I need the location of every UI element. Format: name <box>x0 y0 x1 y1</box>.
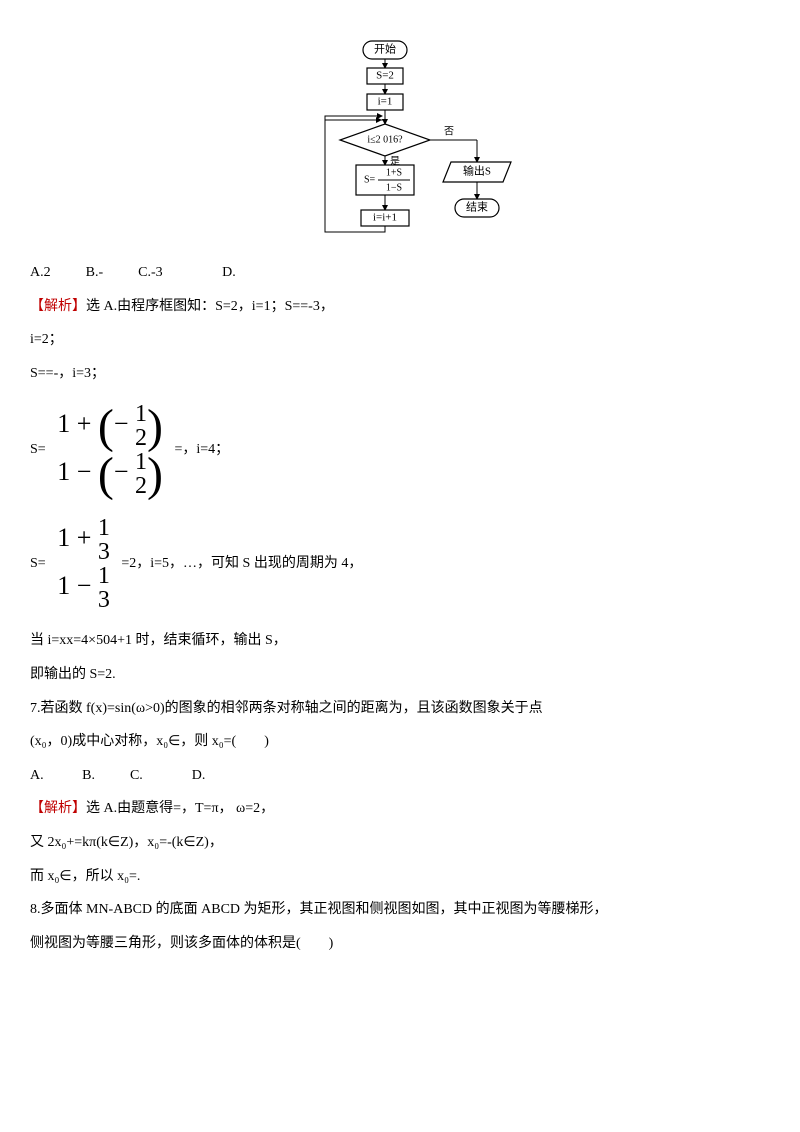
frac1-in-bot: 2 <box>135 426 147 450</box>
q8-stem-line1: 8.多面体 MN-ABCD 的底面 ABCD 为矩形，其正视图和侧视图如图，其中… <box>30 893 770 927</box>
svg-text:1−S: 1−S <box>386 182 402 193</box>
frac1-in-top: 1 <box>135 402 147 426</box>
frac2-tail: =2，i=5，…，可知 S 出现的周期为 4， <box>121 557 362 572</box>
frac2-in-top: 1 <box>98 516 110 540</box>
svg-text:S=: S= <box>364 174 376 185</box>
frac1-in-top2: 1 <box>135 450 147 474</box>
edge-no-label: 否 <box>444 125 454 137</box>
frac1-neg2: − <box>114 457 129 486</box>
q6-fraction-1: S= 1 + (− 1 2 ) 1 − (− 1 2 ) =，i=4； <box>30 396 770 504</box>
frac2-num-left: 1 + <box>57 523 98 552</box>
frac1-num-left: 1 + <box>57 409 98 438</box>
frac2-in-top2: 1 <box>98 564 110 588</box>
node-s2-label: S=2 <box>376 70 394 82</box>
q6-line-i2: i=2； <box>30 323 770 357</box>
frac1-in-bot2: 2 <box>135 474 147 498</box>
q7-stem-line2: (x₀，0)成中心对称，x₀∈，则 x₀=( ) <box>30 725 770 759</box>
frac1-tail: =，i=4； <box>175 443 230 458</box>
q6-solution-line1: 【解析】选 A.由程序框图知：S=2，i=1；S==-3， <box>30 290 770 324</box>
flowchart-svg: 开始 S=2 i=1 i≤2 016? 是 S= 1+S 1−S i=i+1 <box>265 32 535 242</box>
q6-fraction-2: S= 1 + 1 3 1 − 1 3 =2，i=5，…，可知 S 出现的周期为 … <box>30 510 770 618</box>
q6-sol-line1-text: 选 A.由程序框图知：S=2，i=1；S==-3， <box>86 299 334 314</box>
frac2-den-left: 1 − <box>57 571 98 600</box>
frac2-in-bot: 3 <box>98 540 110 564</box>
q7-sol-line1: 【解析】选 A.由题意得=，T=π， ω=2， <box>30 792 770 826</box>
solution-label: 【解析】 <box>30 801 86 816</box>
q7-sol-text1: 选 A.由题意得=，T=π， ω=2， <box>86 801 274 816</box>
q7-options: A. B. C. D. <box>30 759 770 793</box>
q6-line-s-i3: S==-，i=3； <box>30 357 770 391</box>
node-ii1-label: i=i+1 <box>373 212 397 224</box>
frac1-neg: − <box>114 409 129 438</box>
svg-text:1+S: 1+S <box>386 167 402 178</box>
q6-options: A.2 B.- C.-3 D. <box>30 256 770 290</box>
q7-sol-line2: 又 2x₀+=kπ(k∈Z)，x₀=-(k∈Z)， <box>30 826 770 860</box>
flowchart-figure: 开始 S=2 i=1 i≤2 016? 是 S= 1+S 1−S i=i+1 <box>30 32 770 242</box>
node-end-label: 结束 <box>466 201 488 214</box>
q6-end-line2: 即输出的 S=2. <box>30 658 770 692</box>
q8-stem-line2: 侧视图为等腰三角形，则该多面体的体积是( ) <box>30 927 770 961</box>
frac1-den-left: 1 − <box>57 457 98 486</box>
node-i1-label: i=1 <box>378 96 393 108</box>
node-cond-label: i≤2 016? <box>367 134 403 145</box>
solution-label: 【解析】 <box>30 299 86 314</box>
q7-stem-line1: 7.若函数 f(x)=sin(ω>0)的图象的相邻两条对称轴之间的距离为，且该函… <box>30 692 770 726</box>
q7-sol-line3: 而 x₀∈，所以 x₀=. <box>30 860 770 894</box>
q6-end-line1: 当 i=xx=4×504+1 时，结束循环，输出 S， <box>30 624 770 658</box>
frac2-in-bot2: 3 <box>98 588 110 612</box>
node-start-label: 开始 <box>374 42 396 56</box>
node-out-label: 输出S <box>463 164 491 178</box>
